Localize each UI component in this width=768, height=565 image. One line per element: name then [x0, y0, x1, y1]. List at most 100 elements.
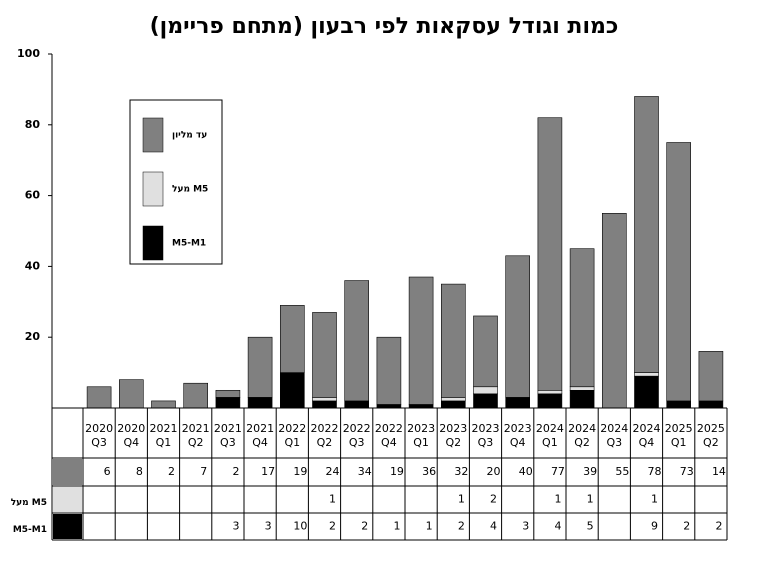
- table-value: 1: [587, 493, 594, 506]
- y-tick-label: 40: [25, 259, 41, 272]
- x-tick-label: 2023 Q4: [503, 422, 532, 449]
- table-swatch: [53, 514, 82, 539]
- bar-segment: [119, 379, 144, 409]
- bar-segment: [473, 393, 498, 409]
- x-tick-label: 2025 Q2: [696, 422, 725, 449]
- x-tick-label: 2020 Q4: [117, 422, 146, 449]
- table-value: 1: [393, 520, 400, 533]
- x-tick-label: 2022 Q4: [374, 422, 403, 449]
- bar-segment: [473, 386, 498, 395]
- table-value: 7: [200, 465, 207, 478]
- table-value: 2: [329, 520, 336, 533]
- bar-segment: [344, 400, 370, 409]
- category-cell: 2021 Q3: [213, 422, 242, 449]
- table-value: 32: [454, 465, 468, 478]
- bar-segment: [312, 397, 337, 402]
- x-tick-label: 2020 Q3: [85, 422, 114, 449]
- x-tick-label: 2022 Q3: [342, 422, 371, 449]
- bar-segment: [215, 397, 241, 409]
- table-value: 36: [422, 465, 436, 478]
- bar-segment: [698, 351, 724, 402]
- bar-segment: [634, 96, 659, 373]
- bar-segment: [247, 397, 273, 409]
- table-value: 20: [487, 465, 501, 478]
- bar-segment: [279, 372, 305, 409]
- bar-segment: [279, 305, 305, 373]
- x-tick-label: 2024 Q4: [632, 422, 661, 449]
- legend-swatch: [142, 117, 164, 153]
- table-value: 6: [104, 465, 111, 478]
- x-tick-label: 2021 Q3: [213, 422, 242, 449]
- table-value: 2: [168, 465, 175, 478]
- table-value: 2: [683, 520, 690, 533]
- bar-segment: [215, 389, 241, 398]
- category-cell: 2024 Q1: [536, 422, 564, 449]
- table-value: 77: [551, 465, 565, 478]
- bar-segment: [86, 386, 112, 409]
- category-cell: 2022 Q2: [310, 422, 339, 449]
- table-value: 2: [490, 493, 497, 506]
- category-cell: 2024 Q2: [568, 422, 597, 449]
- table-value: 24: [326, 465, 340, 478]
- bar-segment: [569, 248, 595, 388]
- legend-label: עד מליון: [172, 131, 207, 141]
- category-cell: 2023 Q2: [439, 422, 467, 449]
- bar-segment: [505, 255, 531, 398]
- legend-label: מעל M5: [172, 185, 208, 195]
- bar-segment: [537, 389, 563, 395]
- category-cell: 2020 Q3: [85, 422, 114, 449]
- table-value: 1: [651, 493, 658, 506]
- bar-segment: [247, 336, 273, 398]
- table-value: 19: [293, 465, 307, 478]
- table-value: 14: [712, 465, 726, 478]
- table-value: 3: [522, 520, 529, 533]
- table-value: 1: [554, 493, 561, 506]
- x-tick-label: 2024 Q2: [568, 422, 597, 449]
- table-value: 10: [293, 520, 307, 533]
- table-value: 1: [329, 493, 336, 506]
- table-value: 2: [232, 465, 239, 478]
- bar-segment: [376, 336, 402, 405]
- table-value: 78: [648, 465, 662, 478]
- bar-segment: [408, 276, 434, 405]
- table-value: 9: [651, 520, 658, 533]
- table-swatch: [53, 459, 82, 485]
- bar-segment: [505, 397, 531, 409]
- bar-segment: [537, 117, 563, 391]
- y-tick-label: 20: [25, 330, 41, 343]
- table-value: 2: [361, 520, 368, 533]
- table-value: 19: [390, 465, 404, 478]
- category-cell: 2022 Q4: [374, 422, 403, 449]
- category-cell: 2021 Q1: [149, 422, 177, 449]
- table-value: 3: [232, 520, 239, 533]
- x-tick-label: 2023 Q3: [471, 422, 500, 449]
- x-tick-label: 2024 Q3: [600, 422, 629, 449]
- chart-title: כמות וגודל עסקאות לפי רבעון (מתחם פריימן…: [150, 14, 619, 39]
- x-tick-label: 2021 Q2: [181, 422, 210, 449]
- y-tick-label: 80: [25, 118, 41, 131]
- bar-segment: [634, 372, 659, 377]
- bar-segment: [440, 283, 466, 398]
- table-value: 4: [490, 520, 497, 533]
- category-cell: 2024 Q4: [632, 422, 661, 449]
- table-swatch: [53, 487, 82, 512]
- bar-segment: [569, 386, 595, 391]
- bar-segment: [634, 375, 659, 409]
- row-label: מעל M5: [11, 498, 47, 508]
- x-tick-label: 2022 Q2: [310, 422, 339, 449]
- table-value: 3: [265, 520, 272, 533]
- table-value: 8: [136, 465, 143, 478]
- table-value: 4: [554, 520, 561, 533]
- y-tick-label: 100: [17, 47, 40, 60]
- bar-segment: [376, 404, 402, 409]
- category-cell: 2022 Q1: [278, 422, 306, 449]
- bar-segment: [183, 382, 208, 409]
- category-cell: 2024 Q3: [600, 422, 629, 449]
- category-cell: 2025 Q2: [696, 422, 725, 449]
- category-cell: 2020 Q4: [117, 422, 146, 449]
- x-tick-label: 2023 Q1: [407, 422, 436, 449]
- y-tick-label: 60: [25, 189, 41, 202]
- table-value: 39: [583, 465, 597, 478]
- bar-segment: [473, 315, 498, 388]
